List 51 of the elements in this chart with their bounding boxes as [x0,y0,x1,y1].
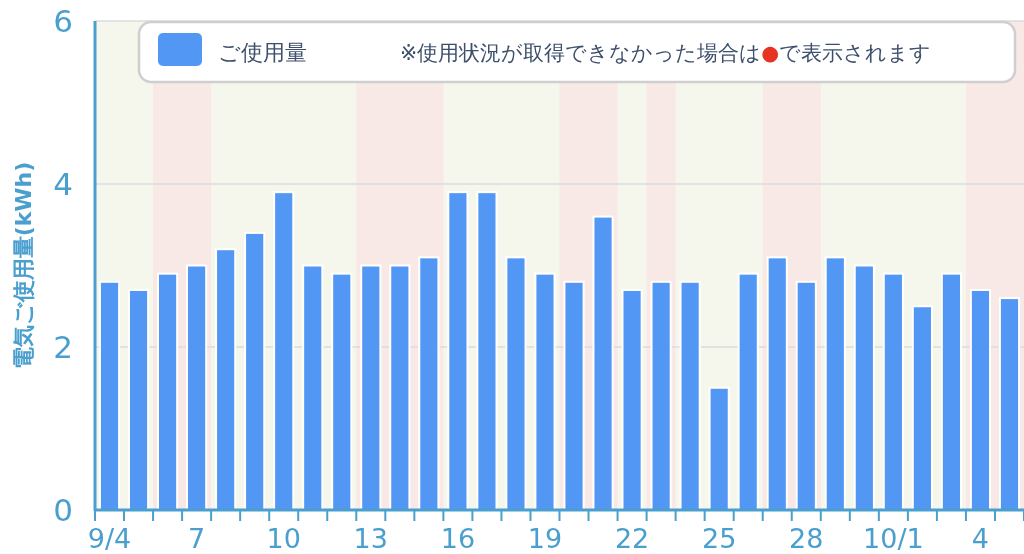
x-tick-label: 28 [789,523,824,554]
legend-label: ご使用量 [218,40,307,65]
legend: ご使用量 ※使用状況が取得できなかった場合は●で表示されます [137,20,1017,84]
annotation: ※使用状況が取得できなかった場合は●で表示されます [400,41,932,65]
bar [766,256,788,511]
bar [244,231,266,511]
bar [186,264,208,511]
x-tick-label: 13 [353,523,388,554]
bar [331,272,353,511]
y-tick-label: 4 [53,166,73,202]
bar [882,272,904,511]
bar [447,191,469,511]
x-tick-label: 25 [701,523,737,554]
bar [824,256,846,511]
x-tick-label: 9/4 [87,523,132,554]
bar [273,191,295,511]
y-tick-label: 0 [53,492,73,528]
bar [476,191,498,511]
bar [157,272,179,511]
bar [795,280,817,511]
bar [621,288,643,511]
x-tick-label: 10/1 [863,523,924,554]
x-tick-label: 10 [266,523,301,554]
x-tick-label: 19 [527,523,563,554]
bar [853,264,875,511]
bar [418,256,440,511]
bar [592,215,614,511]
bar [737,272,759,511]
bar [215,248,237,511]
x-tick-label: 7 [188,523,206,554]
bar [360,264,382,511]
bar [98,280,121,511]
y-tick-label: 6 [53,3,73,39]
x-tick-label: 22 [614,523,650,554]
bar [650,280,672,511]
y-axis-title: 電気ご使用量(kWh) [11,161,36,370]
bar [940,272,962,511]
bar [708,386,730,511]
bar [505,256,527,511]
x-tick-label: 4 [971,523,990,554]
y-tick-label: 2 [53,329,73,365]
bar [563,280,585,511]
bar [679,280,701,511]
bar [911,305,933,511]
bar [534,272,556,511]
bar [127,288,150,511]
bar [969,288,992,511]
bar [302,264,324,511]
bar [389,264,411,511]
x-tick-label: 16 [440,523,476,554]
bar [998,297,1021,511]
